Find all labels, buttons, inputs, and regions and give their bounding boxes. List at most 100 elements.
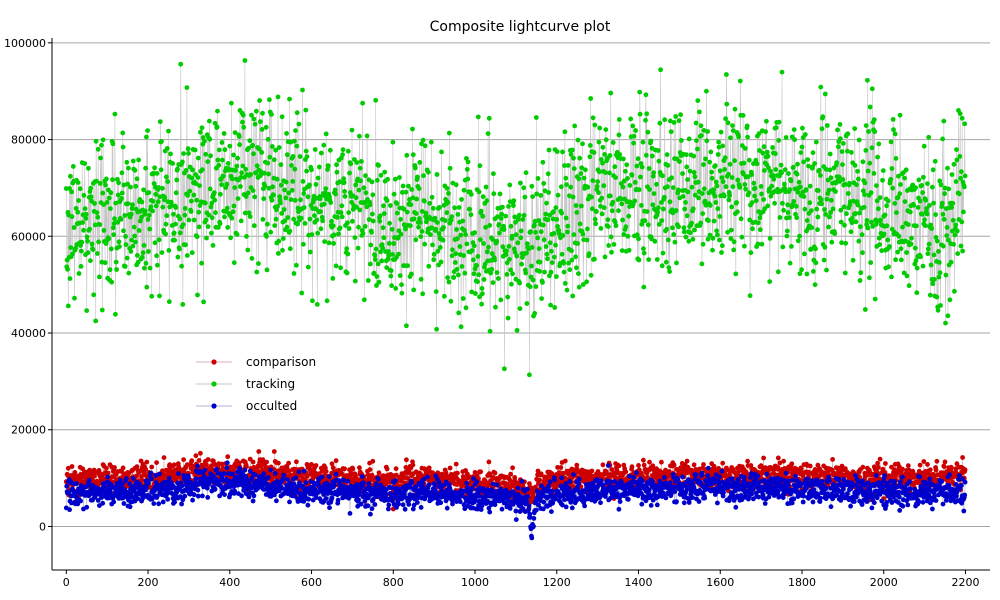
tracking-point — [102, 260, 108, 266]
tracking-point — [950, 200, 956, 206]
occulted-point — [247, 468, 253, 474]
tracking-point — [547, 240, 553, 246]
occulted-point — [222, 492, 227, 497]
tracking-point — [268, 229, 274, 235]
tracking-point — [641, 246, 646, 252]
occulted-point — [235, 469, 241, 475]
tracking-point — [600, 144, 606, 150]
tracking-point — [68, 245, 74, 251]
tracking-point — [756, 131, 762, 137]
tracking-point — [315, 230, 321, 236]
occulted-point — [261, 471, 267, 477]
occulted-point — [119, 481, 125, 487]
tracking-point — [593, 221, 598, 227]
tracking-point — [166, 248, 172, 253]
tracking-point — [632, 198, 638, 204]
occulted-point — [179, 501, 185, 507]
tracking-point — [692, 174, 698, 180]
tracking-point — [508, 223, 514, 229]
tracking-point — [607, 170, 612, 176]
tracking-point — [519, 261, 524, 267]
tracking-point — [455, 272, 461, 278]
tracking-point — [373, 246, 379, 252]
tracking-point — [232, 130, 238, 136]
tracking-point — [300, 87, 305, 93]
tracking-point — [924, 211, 930, 217]
comparison-point — [204, 462, 209, 468]
tracking-point — [377, 213, 383, 219]
tracking-point — [184, 85, 190, 90]
tracking-point — [868, 260, 874, 265]
occulted-point — [251, 493, 257, 499]
tracking-point — [101, 202, 106, 208]
tracking-point — [762, 168, 767, 173]
tracking-point — [939, 200, 945, 206]
tracking-point — [533, 229, 538, 235]
tracking-point — [945, 237, 951, 243]
tracking-point — [667, 269, 672, 274]
tracking-point — [212, 120, 218, 126]
tracking-point — [787, 187, 793, 193]
tracking-point — [536, 246, 542, 252]
tracking-point — [180, 302, 186, 307]
tracking-point — [408, 202, 414, 208]
tracking-point — [907, 209, 913, 215]
tracking-point — [950, 217, 956, 223]
tracking-point — [892, 201, 898, 206]
comparison-point — [781, 458, 786, 464]
tracking-point — [481, 277, 487, 282]
tracking-point — [877, 242, 882, 248]
tracking-point — [941, 217, 947, 222]
tracking-point — [569, 257, 575, 263]
tracking-point — [445, 200, 451, 205]
tracking-point — [708, 203, 713, 208]
tracking-point — [823, 212, 829, 217]
tracking-point — [812, 161, 818, 166]
tracking-point — [416, 224, 421, 230]
tracking-point — [480, 213, 486, 219]
tracking-point — [98, 155, 103, 161]
series-points — [63, 58, 968, 541]
tracking-point — [80, 220, 86, 225]
tracking-point — [905, 222, 911, 228]
tracking-point — [198, 129, 203, 135]
tracking-point — [130, 202, 135, 208]
tracking-point — [665, 163, 671, 168]
tracking-point — [735, 177, 741, 183]
tracking-point — [215, 225, 221, 230]
tracking-point — [901, 270, 907, 276]
tracking-point — [334, 162, 339, 168]
tracking-point — [895, 249, 900, 255]
tracking-point — [431, 251, 437, 257]
tracking-point — [208, 153, 214, 159]
tracking-point — [555, 224, 560, 229]
tracking-point — [876, 235, 882, 241]
tracking-point — [143, 165, 149, 171]
tracking-point — [124, 159, 130, 165]
tracking-point — [326, 240, 332, 246]
tracking-point — [379, 258, 385, 264]
tracking-point — [685, 189, 691, 195]
tracking-point — [369, 229, 374, 235]
tracking-point — [772, 200, 777, 206]
tracking-point — [765, 203, 771, 209]
tracking-point — [111, 221, 117, 226]
tracking-point — [211, 190, 217, 196]
tracking-point — [457, 244, 463, 249]
tracking-point — [655, 209, 661, 215]
tracking-point — [599, 195, 605, 201]
tracking-point — [932, 277, 937, 282]
tracking-point — [754, 161, 760, 167]
tracking-point — [403, 226, 408, 232]
tracking-point — [347, 170, 352, 176]
tracking-point — [92, 201, 97, 206]
tracking-point — [497, 191, 503, 197]
tracking-point — [815, 227, 820, 233]
tracking-point — [477, 294, 482, 300]
tracking-point — [511, 203, 516, 209]
tracking-point — [537, 259, 543, 265]
tracking-point — [256, 261, 261, 266]
tracking-point — [753, 198, 759, 204]
tracking-point — [271, 192, 276, 198]
tracking-point — [104, 176, 109, 182]
